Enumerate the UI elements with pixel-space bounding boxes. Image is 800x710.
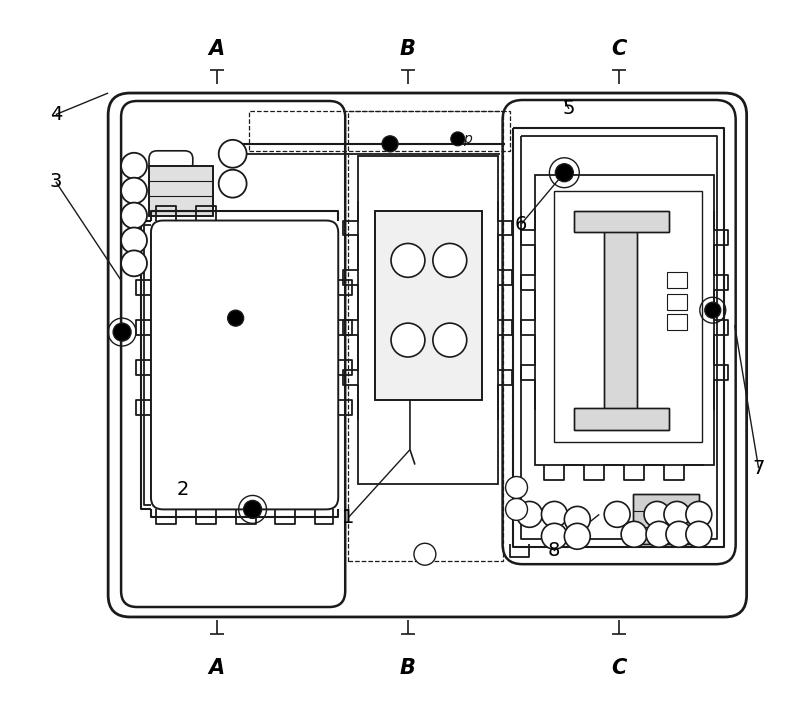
- Circle shape: [564, 506, 590, 532]
- Bar: [574, 211, 669, 232]
- Bar: [375, 211, 482, 400]
- Bar: [535, 175, 714, 464]
- Text: p: p: [463, 132, 472, 146]
- Bar: [604, 221, 637, 420]
- Circle shape: [121, 227, 147, 253]
- Text: 6: 6: [515, 214, 527, 234]
- Circle shape: [121, 153, 147, 179]
- Circle shape: [121, 202, 147, 229]
- Bar: [226, 236, 244, 400]
- Bar: [348, 111, 502, 561]
- Bar: [574, 408, 669, 430]
- Circle shape: [218, 170, 246, 197]
- Bar: [201, 293, 221, 311]
- Circle shape: [517, 501, 542, 528]
- Circle shape: [433, 323, 466, 357]
- Circle shape: [646, 521, 672, 547]
- Text: 7: 7: [753, 459, 765, 478]
- Bar: [604, 221, 637, 420]
- Circle shape: [686, 501, 712, 528]
- Circle shape: [604, 501, 630, 528]
- Circle shape: [451, 132, 465, 146]
- Bar: [201, 251, 221, 269]
- FancyBboxPatch shape: [502, 100, 736, 564]
- Text: B: B: [400, 39, 416, 59]
- Bar: [375, 211, 482, 400]
- Text: A: A: [209, 657, 225, 677]
- Bar: [667, 314, 687, 330]
- Bar: [149, 165, 213, 216]
- Text: 5: 5: [562, 99, 575, 119]
- Bar: [249, 111, 510, 151]
- Text: C: C: [611, 39, 627, 59]
- Bar: [226, 236, 244, 400]
- Bar: [574, 408, 669, 430]
- Bar: [667, 273, 687, 288]
- FancyBboxPatch shape: [151, 221, 338, 509]
- Circle shape: [506, 476, 527, 498]
- FancyBboxPatch shape: [108, 93, 746, 617]
- Text: B: B: [400, 657, 416, 677]
- Bar: [554, 191, 702, 442]
- Circle shape: [555, 164, 574, 182]
- Circle shape: [542, 501, 567, 528]
- Bar: [201, 314, 221, 332]
- Circle shape: [644, 501, 670, 528]
- Text: A: A: [209, 39, 225, 59]
- Circle shape: [391, 323, 425, 357]
- Bar: [633, 494, 699, 545]
- Circle shape: [621, 521, 647, 547]
- Bar: [633, 494, 699, 545]
- Circle shape: [228, 310, 244, 326]
- Circle shape: [218, 140, 246, 168]
- Bar: [667, 294, 687, 310]
- Circle shape: [391, 244, 425, 278]
- Circle shape: [121, 251, 147, 276]
- Circle shape: [113, 323, 131, 341]
- Circle shape: [244, 501, 262, 518]
- Text: 8: 8: [548, 542, 560, 560]
- Circle shape: [506, 498, 527, 520]
- Circle shape: [433, 244, 466, 278]
- Circle shape: [382, 136, 398, 152]
- Circle shape: [121, 178, 147, 204]
- Text: 2: 2: [177, 480, 190, 499]
- Circle shape: [542, 523, 567, 550]
- Circle shape: [666, 521, 692, 547]
- Circle shape: [664, 501, 690, 528]
- Circle shape: [705, 302, 721, 318]
- FancyBboxPatch shape: [121, 101, 346, 607]
- Text: 1: 1: [342, 508, 354, 527]
- FancyBboxPatch shape: [149, 151, 193, 170]
- FancyBboxPatch shape: [149, 173, 193, 192]
- Text: 3: 3: [50, 173, 62, 191]
- Text: C: C: [611, 657, 627, 677]
- Circle shape: [686, 521, 712, 547]
- Bar: [149, 165, 213, 216]
- Text: 4: 4: [50, 105, 62, 124]
- Bar: [201, 273, 221, 291]
- Bar: [574, 211, 669, 232]
- Bar: [358, 155, 498, 484]
- Circle shape: [414, 543, 436, 565]
- Circle shape: [564, 523, 590, 550]
